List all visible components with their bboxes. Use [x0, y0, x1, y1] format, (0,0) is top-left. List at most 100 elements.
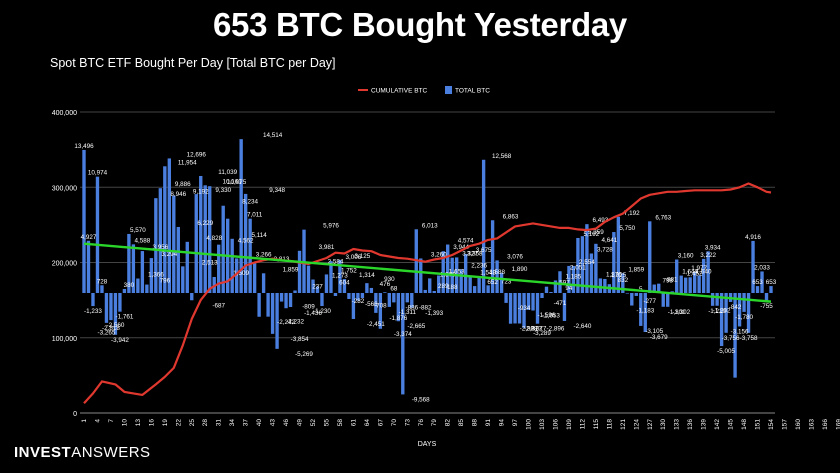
bar-data-label: 2,584: [328, 259, 344, 266]
bar-data-label: -1,596: [538, 312, 556, 319]
x-tick-label: 139: [701, 419, 708, 430]
bar-data-label: 13,496: [74, 143, 94, 150]
bar-data-label: 237: [312, 283, 323, 290]
daily-bar: [661, 293, 665, 307]
bar-data-label: 881: [667, 277, 678, 284]
bar-data-label: 10,075: [227, 179, 247, 186]
daily-bar: [243, 193, 248, 293]
bar-data-label: -3,679: [650, 334, 668, 341]
bar-data-label: 3,160: [678, 253, 694, 260]
bar-data-label: 1,325: [610, 272, 626, 279]
bar-data-label: 3,934: [705, 244, 721, 251]
bar-data-label: 5,359: [588, 229, 604, 236]
bar-data-label: -2,232: [286, 319, 304, 326]
daily-bar: [616, 216, 621, 293]
daily-bar: [522, 293, 526, 328]
daily-bar: [306, 265, 311, 293]
daily-bar: [270, 293, 275, 334]
bar-data-label: 1,366: [148, 272, 164, 279]
daily-bar: [401, 293, 405, 395]
daily-bar: [127, 233, 131, 293]
daily-bar: [657, 283, 661, 293]
daily-bar: [410, 293, 414, 308]
daily-bar: [463, 254, 468, 293]
daily-bar: [288, 293, 293, 307]
bar-data-label: -1,393: [425, 310, 443, 317]
daily-bar: [432, 291, 436, 293]
bar-data-label: 2,051: [570, 264, 586, 271]
bar-data-label: 14,514: [263, 132, 283, 139]
daily-bar: [459, 269, 463, 293]
x-tick-label: 91: [485, 419, 492, 427]
daily-bar: [176, 226, 180, 293]
bar-data-label: -1,202: [713, 308, 731, 315]
legend-total-label: TOTAL BTC: [455, 88, 490, 95]
bar-data-label: -282: [352, 298, 365, 305]
bar-data-label: 1,452: [687, 271, 703, 278]
daily-bar: [91, 293, 95, 307]
bar-data-label: -2,877: [529, 325, 547, 332]
bar-data-label: 1,644: [682, 269, 698, 276]
daily-bar: [719, 293, 724, 347]
daily-bar: [701, 258, 706, 293]
bar-data-label: 3,675: [476, 247, 492, 254]
daily-bar: [724, 293, 728, 333]
daily-bar: [585, 224, 589, 293]
bar-data-label: -5,269: [295, 351, 313, 358]
daily-bar: [576, 237, 580, 293]
bar-data-label: 796: [160, 278, 171, 285]
bar-data-label: -809: [302, 304, 315, 311]
daily-bar: [351, 293, 356, 319]
bar-data-label: 728: [97, 278, 108, 285]
x-axis-title: DAYS: [418, 441, 437, 448]
bar-data-label: 3,076: [507, 253, 523, 260]
bar-data-label: 1,859: [283, 266, 299, 273]
daily-bar: [356, 293, 360, 301]
daily-bar: [329, 261, 333, 293]
x-tick-label: 118: [606, 419, 613, 430]
x-tick-label: 34: [229, 419, 236, 427]
bar-data-label: 9,886: [175, 181, 191, 188]
x-tick-label: 43: [270, 419, 277, 427]
x-tick-label: 136: [687, 419, 694, 430]
daily-bar: [495, 260, 499, 293]
bar-data-label: 3,222: [700, 252, 716, 259]
bar-data-label: -842: [729, 304, 742, 311]
bar-data-label: 3,294: [161, 251, 177, 258]
daily-bar: [167, 158, 171, 293]
daily-bar: [544, 286, 549, 293]
daily-bar: [275, 293, 279, 349]
daily-bar: [508, 293, 513, 324]
bar-data-label: -1,210: [708, 308, 726, 315]
bar-data-label: 6,013: [422, 222, 438, 229]
daily-bar: [733, 293, 737, 378]
x-tick-label: 157: [781, 419, 788, 430]
daily-bar: [558, 271, 562, 293]
daily-bar: [517, 293, 522, 324]
daily-bar: [190, 293, 194, 301]
x-tick-label: 58: [337, 419, 344, 427]
daily-bar: [95, 176, 100, 293]
x-tick-label: 67: [377, 419, 384, 427]
bar-data-label: 2,033: [754, 264, 770, 271]
daily-bar: [392, 293, 396, 303]
bar-data-label: 3,981: [319, 244, 335, 251]
x-tick-label: 115: [593, 419, 600, 430]
daily-bar: [490, 220, 495, 293]
daily-bar: [194, 194, 198, 293]
bar-data-label: -3,374: [394, 331, 412, 338]
daily-bar: [239, 139, 243, 293]
daily-bar: [571, 265, 576, 293]
x-tick-label: 154: [768, 419, 775, 430]
page-title: 653 BTC Bought Yesterday: [213, 6, 627, 43]
chart-subtitle: Spot BTC ETF Bought Per Day [Total BTC p…: [50, 56, 336, 70]
bar-data-label: 1,752: [341, 267, 357, 274]
bar-data-label: 4,828: [206, 235, 222, 242]
daily-bar: [297, 250, 302, 293]
daily-bar: [746, 293, 751, 333]
daily-bar: [486, 285, 490, 293]
bar-data-label: 5,570: [130, 227, 146, 234]
bar-data-label: 5,114: [251, 232, 267, 239]
daily-bar: [378, 293, 383, 329]
daily-bar: [261, 273, 266, 293]
